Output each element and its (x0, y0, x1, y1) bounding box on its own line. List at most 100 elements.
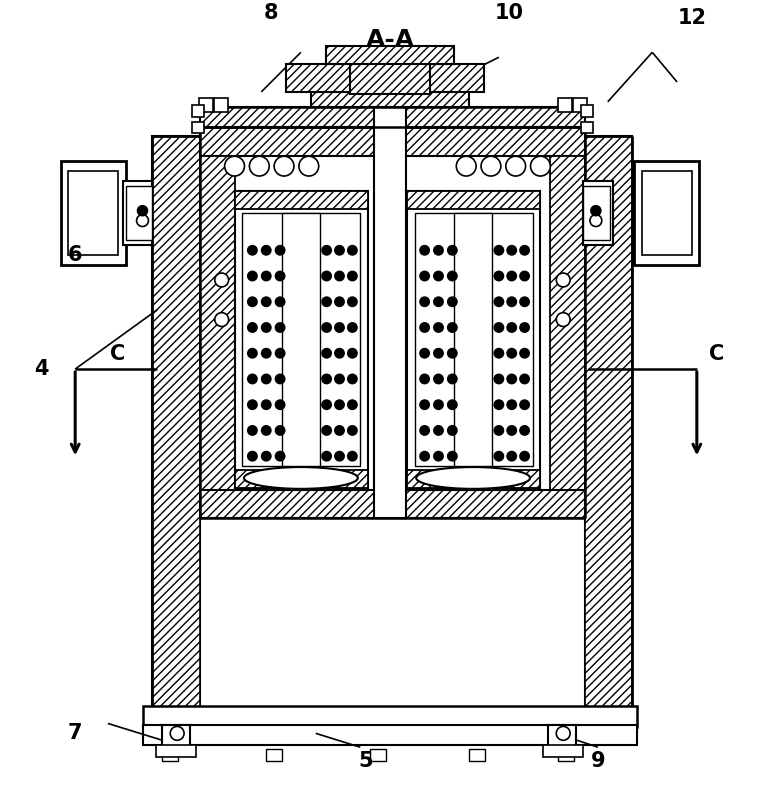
Circle shape (321, 297, 332, 307)
Text: 7: 7 (68, 723, 82, 743)
Bar (326, 47, 454, 64)
Circle shape (261, 399, 272, 410)
Circle shape (321, 373, 332, 384)
Circle shape (274, 451, 285, 462)
Circle shape (531, 156, 550, 176)
Text: C: C (709, 344, 725, 364)
Bar (192, 122, 204, 134)
Bar (200, 127, 585, 156)
Circle shape (334, 451, 345, 462)
Circle shape (494, 373, 505, 384)
Bar (153, 136, 200, 711)
Circle shape (506, 297, 517, 307)
Ellipse shape (416, 467, 530, 489)
Circle shape (419, 399, 430, 410)
Circle shape (447, 271, 458, 281)
Circle shape (419, 347, 430, 359)
Circle shape (247, 322, 258, 333)
Circle shape (506, 245, 517, 256)
Circle shape (347, 322, 358, 333)
Bar (214, 98, 228, 112)
Circle shape (433, 399, 444, 410)
Bar (200, 517, 585, 711)
Circle shape (321, 399, 332, 410)
Circle shape (447, 451, 458, 462)
Bar (243, 213, 360, 466)
Bar (282, 213, 320, 466)
Circle shape (347, 271, 358, 281)
Circle shape (419, 245, 430, 256)
Bar (454, 213, 492, 466)
Circle shape (494, 347, 505, 359)
Circle shape (347, 451, 358, 462)
Circle shape (519, 245, 530, 256)
Text: C: C (110, 344, 126, 364)
Circle shape (506, 399, 517, 410)
Text: 9: 9 (591, 751, 605, 771)
Circle shape (433, 373, 444, 384)
Circle shape (261, 347, 272, 359)
Circle shape (215, 273, 229, 287)
Circle shape (556, 726, 570, 740)
Bar (126, 186, 153, 240)
Circle shape (347, 373, 358, 384)
Bar (162, 725, 190, 753)
Bar (407, 191, 540, 209)
Circle shape (274, 271, 285, 281)
Circle shape (494, 297, 505, 307)
Circle shape (274, 297, 285, 307)
Bar (68, 171, 118, 256)
Circle shape (506, 373, 517, 384)
Circle shape (556, 313, 570, 326)
Circle shape (274, 245, 285, 256)
Bar (199, 98, 213, 112)
Circle shape (419, 297, 430, 307)
Circle shape (247, 245, 258, 256)
Circle shape (519, 297, 530, 307)
Circle shape (215, 313, 229, 326)
Bar (583, 181, 613, 245)
Ellipse shape (244, 467, 358, 489)
Bar (61, 161, 126, 265)
Circle shape (247, 271, 258, 281)
Circle shape (321, 322, 332, 333)
Circle shape (506, 425, 517, 436)
Circle shape (247, 425, 258, 436)
Circle shape (590, 214, 602, 226)
Circle shape (247, 373, 258, 384)
Circle shape (494, 399, 505, 410)
Circle shape (247, 347, 258, 359)
Bar (550, 156, 585, 508)
Text: 8: 8 (264, 2, 278, 23)
Circle shape (274, 322, 285, 333)
Circle shape (274, 425, 285, 436)
Bar (585, 136, 632, 711)
Circle shape (494, 322, 505, 333)
Circle shape (334, 347, 345, 359)
Circle shape (321, 245, 332, 256)
Circle shape (274, 156, 294, 176)
Circle shape (321, 347, 332, 359)
Circle shape (494, 245, 505, 256)
Bar (267, 750, 282, 761)
Bar (558, 98, 572, 112)
Bar (200, 106, 585, 127)
Circle shape (519, 399, 530, 410)
Circle shape (447, 399, 458, 410)
Text: 5: 5 (358, 751, 373, 771)
Circle shape (506, 451, 517, 462)
Circle shape (261, 297, 272, 307)
Circle shape (347, 347, 358, 359)
Bar (374, 106, 406, 517)
Bar (642, 171, 692, 256)
Circle shape (481, 156, 501, 176)
Text: 4: 4 (34, 359, 49, 379)
Text: 6: 6 (68, 245, 82, 265)
Circle shape (419, 271, 430, 281)
Circle shape (261, 425, 272, 436)
Bar (162, 750, 178, 761)
Circle shape (247, 451, 258, 462)
Circle shape (170, 726, 184, 740)
Bar (549, 725, 576, 753)
Bar (583, 186, 610, 240)
